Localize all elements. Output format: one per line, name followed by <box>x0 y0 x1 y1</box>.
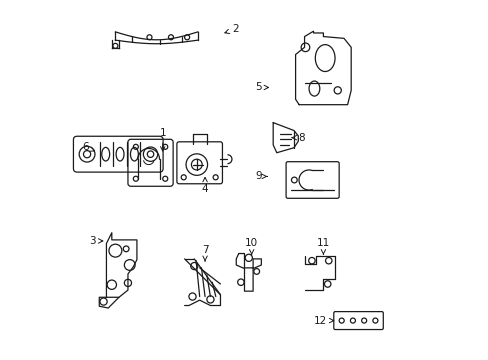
Text: 4: 4 <box>202 177 208 194</box>
Text: 10: 10 <box>244 238 258 254</box>
Text: 9: 9 <box>255 171 267 181</box>
Text: 11: 11 <box>316 238 329 254</box>
Text: 1: 1 <box>159 128 166 151</box>
Text: 7: 7 <box>202 245 208 261</box>
Text: 5: 5 <box>255 82 268 93</box>
Text: 6: 6 <box>81 142 95 152</box>
Text: 12: 12 <box>313 316 333 325</box>
Text: 3: 3 <box>89 236 102 246</box>
Text: 2: 2 <box>224 24 238 35</box>
Text: 8: 8 <box>291 133 305 143</box>
